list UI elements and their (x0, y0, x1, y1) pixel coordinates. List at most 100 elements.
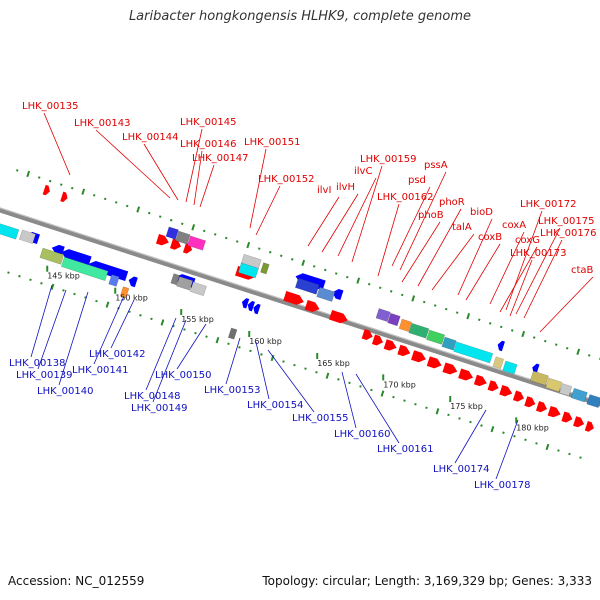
gc-dot (139, 314, 142, 317)
reverse-cds (308, 277, 324, 290)
gc-dot (490, 425, 495, 433)
leader-line (355, 373, 400, 444)
gc-dot (238, 346, 241, 349)
label-leaders (30, 112, 594, 480)
forward-cds-shape (169, 238, 182, 250)
leader-line (465, 243, 501, 301)
leader-line (489, 231, 525, 305)
gc-dot (414, 402, 417, 406)
feature-label: LHK_00145 (180, 117, 236, 128)
feature-label: LHK_00162 (377, 192, 433, 203)
leader-line (431, 233, 475, 291)
gene-block (187, 235, 206, 251)
gene-block (176, 276, 194, 291)
tick-marks: 145 kbp 150 kbp 155 kbp 160 kbp 165 kbp 170 k… (46, 265, 549, 432)
gc-dot (169, 218, 173, 222)
gc-dot-tracks (7, 169, 600, 459)
gc-dot (70, 186, 74, 190)
feature-label: LHK_00140 (37, 386, 93, 397)
gc-dot (235, 240, 239, 243)
gene-block (260, 262, 270, 275)
forward-cds (411, 350, 426, 363)
gc-dot (455, 311, 459, 314)
leader-line (417, 208, 462, 287)
reverse-cds (61, 249, 92, 266)
gene-block (529, 370, 549, 386)
gc-dot (532, 336, 536, 339)
gene-block (189, 281, 207, 297)
forward-cds-shape (42, 184, 50, 196)
gc-dot (213, 233, 217, 236)
gc-dot (565, 346, 569, 350)
forward-cds-shape (573, 416, 585, 428)
gc-dot (81, 188, 86, 195)
gc-dot (348, 381, 351, 385)
feature-label: LHK_00139 (16, 370, 72, 381)
gene-block-shape (453, 341, 494, 364)
feature-label: LHK_00149 (131, 403, 187, 414)
gc-dot (380, 390, 385, 397)
tick-label: 170 kbp (383, 380, 416, 389)
reverse-cds-shape (242, 298, 250, 309)
gene-block (375, 308, 391, 322)
forward-cds (458, 368, 474, 381)
forward-cds-shape (473, 374, 487, 387)
feature-label: pssA (424, 160, 448, 171)
forward-cds-shape (512, 390, 525, 402)
gc-dot (293, 363, 296, 367)
gc-dot (345, 275, 349, 279)
gc-dot (279, 254, 283, 258)
forward-cds (499, 385, 513, 397)
gc-dot (257, 247, 261, 250)
forward-cds (535, 401, 548, 413)
gene-block-shape (426, 329, 446, 345)
feature-label: LHK_00159 (360, 154, 416, 165)
forward-cds-shape (499, 385, 513, 397)
gc-dot (26, 170, 31, 178)
feature-label: phoR (439, 197, 465, 208)
tick-label: 145 kbp (47, 272, 80, 281)
gc-dot (7, 271, 10, 274)
gc-dot (92, 194, 96, 197)
gc-dot (158, 215, 162, 218)
leader-line (176, 323, 207, 370)
gc-dot (502, 431, 505, 434)
gene-block (227, 327, 238, 340)
gene-block (453, 341, 494, 364)
gc-dot (579, 456, 582, 459)
leader-line (454, 409, 487, 464)
gene-block (18, 229, 36, 244)
leader-line (255, 185, 281, 236)
feature-label: LHK_00155 (292, 413, 348, 424)
feature-tracks (0, 184, 600, 432)
leader-line (377, 203, 400, 277)
leader-line (255, 341, 270, 400)
backbone-line (0, 207, 600, 407)
gc-dot (114, 201, 118, 204)
forward-cds (512, 390, 525, 402)
feature-label: LHK_00148 (124, 391, 180, 402)
gc-dot (62, 289, 65, 292)
leader-line (495, 419, 519, 480)
forward-cds (371, 334, 384, 346)
forward-cds (283, 291, 304, 305)
feature-label: LHK_00153 (204, 385, 260, 396)
gene-block-shape (492, 356, 504, 370)
feature-label: ilvI (317, 185, 331, 196)
gc-dot (290, 258, 294, 261)
gc-dot (499, 325, 503, 329)
gc-dot (315, 370, 318, 374)
gc-dot (125, 204, 129, 208)
gc-dot (48, 179, 52, 183)
gc-dot (392, 395, 395, 399)
forward-cds (573, 416, 585, 428)
gene-block-shape (170, 273, 180, 286)
leader-line (499, 246, 538, 313)
forward-cds (473, 374, 487, 387)
gene-block (441, 336, 457, 351)
gc-dot (202, 229, 206, 233)
reverse-cds-shape (51, 244, 65, 257)
feature-label: LHK_00178 (474, 480, 530, 491)
leader-line (30, 284, 53, 358)
